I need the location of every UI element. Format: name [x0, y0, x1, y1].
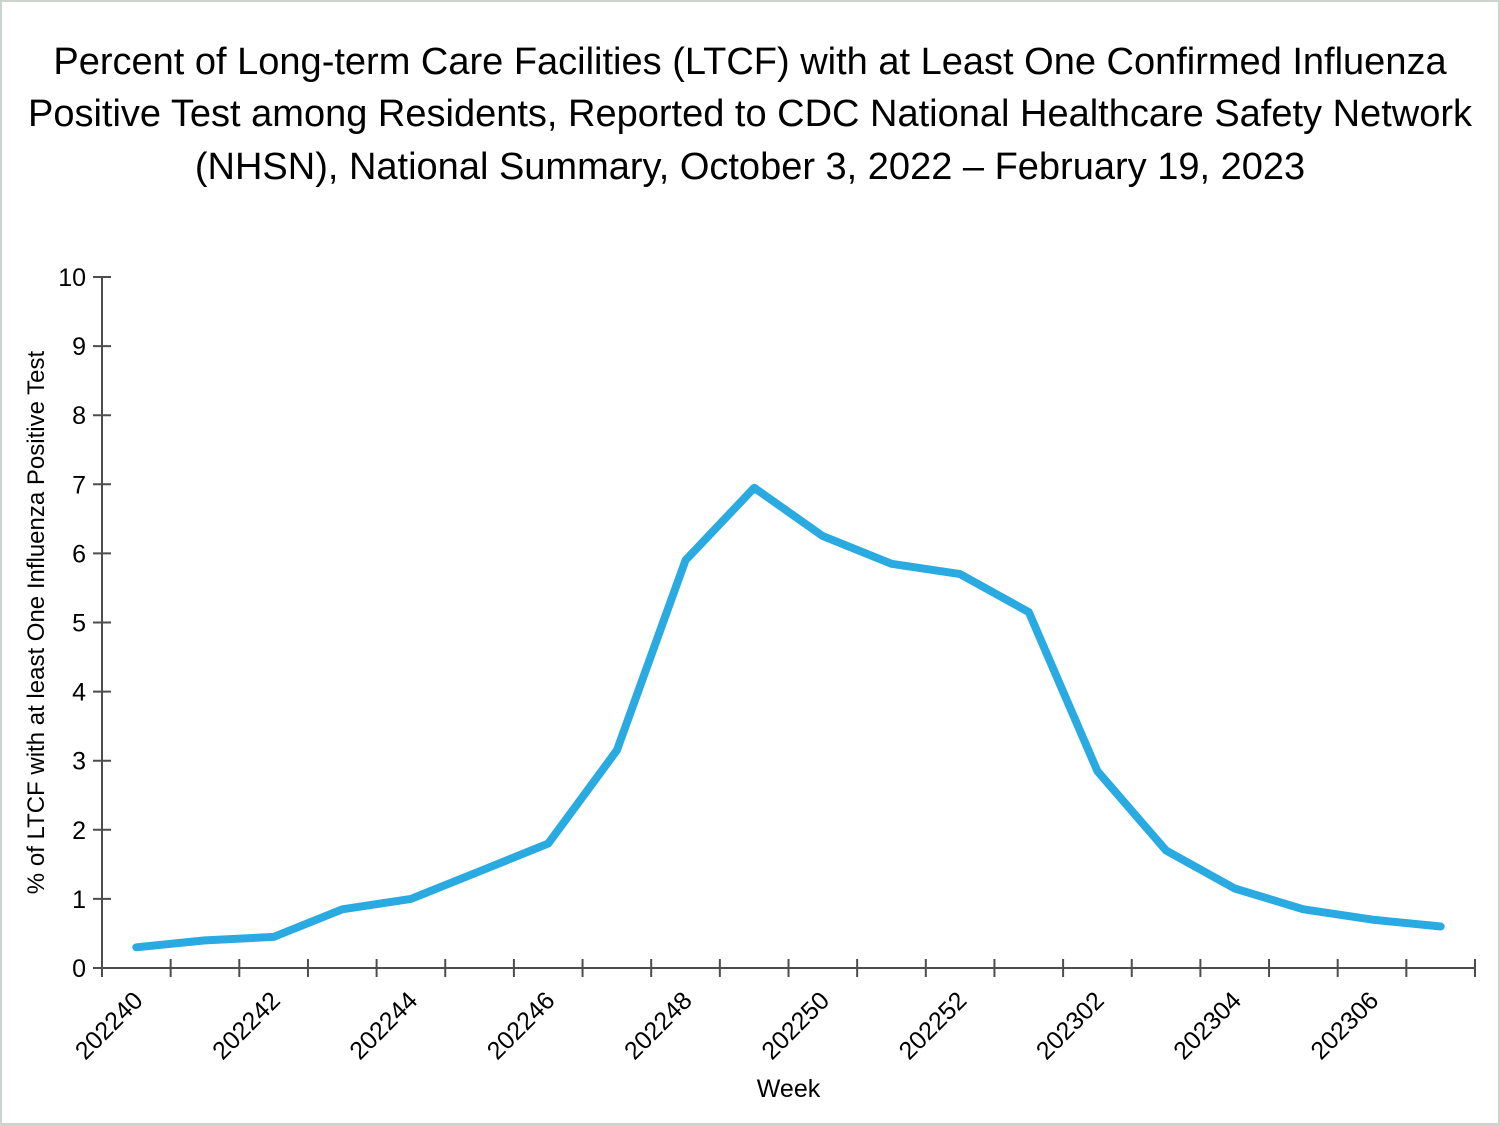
y-tick-label: 7 [72, 471, 86, 499]
y-tick-label: 2 [72, 817, 86, 845]
x-tick-label: 202246 [482, 986, 561, 1065]
x-tick-label: 202302 [1031, 986, 1110, 1065]
y-tick-label: 3 [72, 748, 86, 776]
series-line [132, 483, 1445, 952]
chart-title: Percent of Long-term Care Facilities (LT… [28, 41, 1472, 188]
x-tick-label: 202248 [619, 986, 698, 1065]
y-tick-label: 1 [72, 886, 86, 914]
y-axis-title: % of LTCF with at least One Influenza Po… [23, 350, 50, 894]
y-tick-label: 9 [72, 333, 86, 361]
y-tick-label: 5 [72, 610, 86, 638]
x-tick-label: 202240 [70, 986, 149, 1065]
y-tick-label: 0 [72, 955, 86, 983]
x-tick-label: 202244 [344, 986, 423, 1065]
y-tick-label: 10 [58, 264, 86, 292]
y-tick-label: 6 [72, 540, 86, 568]
x-tick-label: 202252 [894, 986, 973, 1065]
x-tick-label: 202250 [756, 986, 835, 1065]
x-tick-label: 202304 [1168, 986, 1247, 1065]
x-tick-label: 202306 [1305, 986, 1384, 1065]
x-axis-title: Week [757, 1075, 821, 1103]
y-tick-label: 4 [72, 679, 86, 707]
y-tick-label: 8 [72, 402, 86, 430]
x-tick-label: 202242 [207, 986, 286, 1065]
